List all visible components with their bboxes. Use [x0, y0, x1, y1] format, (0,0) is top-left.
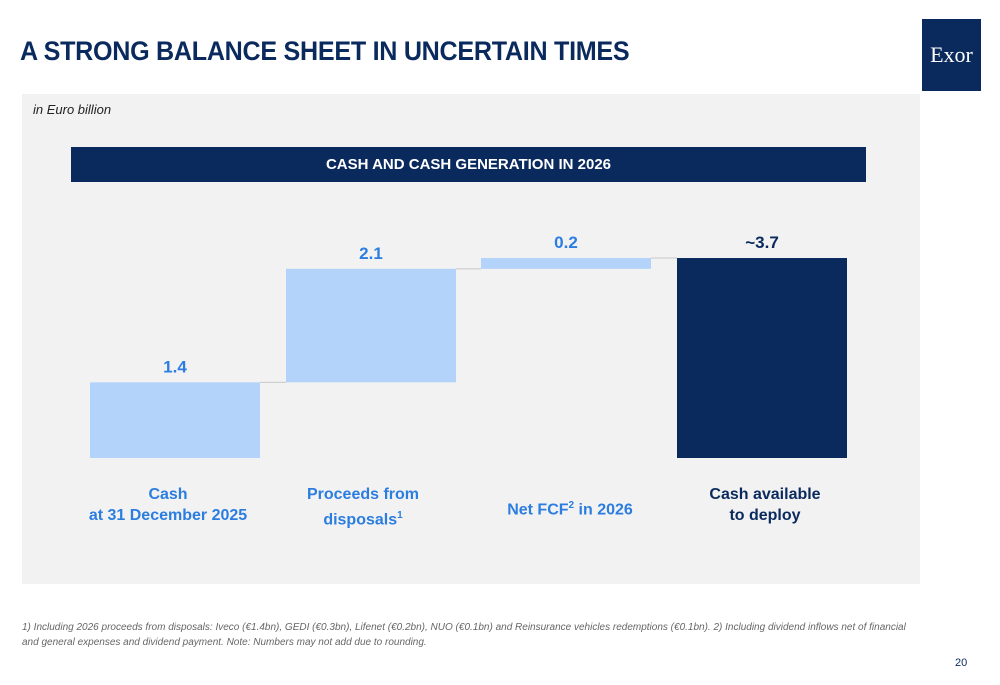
value-label-3: ~3.7	[745, 233, 779, 252]
exor-logo: Exor	[922, 19, 981, 91]
units-note: in Euro billion	[33, 102, 112, 117]
bar-1	[286, 268, 456, 383]
category-label-line1: Proceeds from	[306, 486, 420, 503]
value-label-1: 2.1	[359, 244, 383, 263]
bar-0	[90, 382, 260, 458]
category-label-line1: Cash	[148, 486, 188, 503]
category-label-cash-2025: Cash at 31 December 2025	[73, 484, 263, 526]
category-label-proceeds: Proceeds from disposals1	[268, 484, 458, 530]
category-label-net-fcf: Net FCF2 in 2026	[475, 495, 665, 520]
category-label-line2: in 2026	[574, 501, 633, 519]
category-label-line1: Cash available	[709, 486, 821, 503]
category-label-line2: disposals	[323, 511, 398, 529]
page-number: 20	[955, 657, 968, 669]
category-label-line2: at 31 December 2025	[88, 507, 248, 524]
footnote-marker: 2	[568, 500, 575, 511]
value-label-0: 1.4	[163, 357, 187, 376]
bar-3	[677, 258, 847, 458]
category-label-cash-available: Cash available to deploy	[670, 484, 860, 526]
chart-title-banner: CASH AND CASH GENERATION IN 2026	[71, 147, 866, 182]
category-label-line2: to deploy	[729, 507, 801, 524]
value-label-2: 0.2	[554, 233, 578, 252]
footnote-marker: 1	[397, 510, 403, 521]
page-title: A STRONG BALANCE SHEET IN UNCERTAIN TIME…	[20, 36, 630, 66]
category-label-line1: Net FCF	[507, 501, 569, 519]
footnote: 1) Including 2026 proceeds from disposal…	[22, 622, 906, 648]
bar-2	[481, 258, 651, 269]
